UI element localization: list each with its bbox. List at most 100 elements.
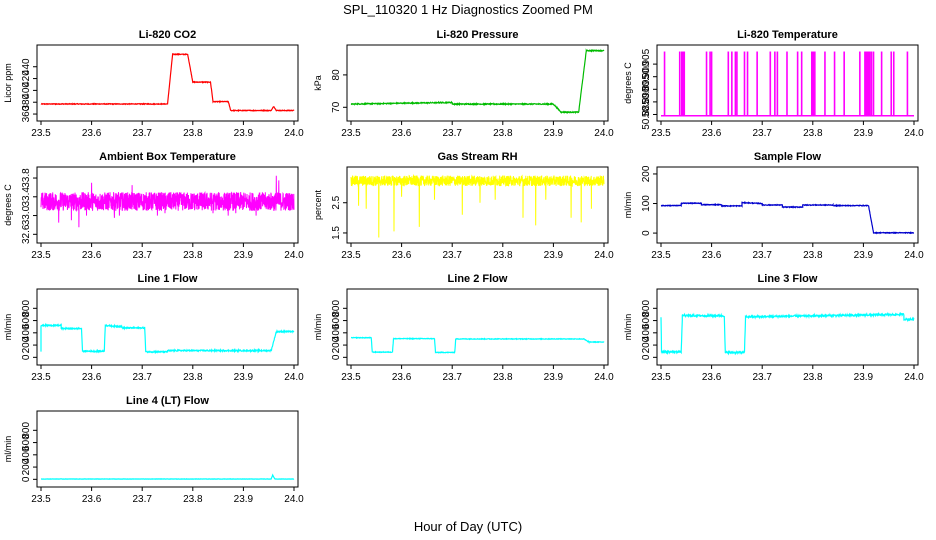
- panel-title: Li-820 CO2: [139, 29, 196, 41]
- y-axis-label: degrees C: [3, 184, 13, 226]
- y-tick-label: 1.5: [331, 226, 342, 240]
- panel-title: Gas Stream RH: [437, 151, 517, 163]
- y-tick-label: 0: [641, 230, 652, 236]
- x-tick-label: 23.9: [234, 250, 254, 261]
- x-tick-label: 23.8: [803, 128, 823, 139]
- x-tick-label: 23.5: [31, 250, 51, 261]
- x-tick-label: 23.5: [31, 372, 51, 383]
- temperature-spike: [705, 51, 708, 116]
- x-tick-label: 24.0: [904, 250, 924, 261]
- temperature-spike: [867, 51, 869, 116]
- data-line: [351, 336, 605, 354]
- x-tick-label: 23.7: [132, 128, 152, 139]
- temperature-spike: [769, 51, 772, 116]
- x-tick-label: 23.9: [544, 128, 564, 139]
- plot-frame: [656, 288, 919, 366]
- plot-frame: [36, 166, 299, 244]
- x-tick-label: 24.0: [594, 372, 614, 383]
- temperature-spike: [743, 51, 746, 116]
- y-axis-label: ml/min: [313, 314, 323, 341]
- temperature-spike: [865, 51, 867, 116]
- panels: Li-820 CO2 Licor ppm 23.5 23.6 23.7 23.8 23.9 2…: [3, 29, 924, 505]
- temperature-spike: [890, 51, 893, 116]
- x-tick-label: 23.6: [702, 128, 722, 139]
- x-tick-label: 23.6: [82, 372, 102, 383]
- data-series: [660, 200, 915, 235]
- temperature-spike: [736, 51, 738, 116]
- data-line: [41, 473, 295, 480]
- y-tick-label: 600: [331, 312, 342, 329]
- x-tick-label: 23.5: [341, 250, 361, 261]
- temperature-spike: [756, 51, 758, 116]
- y-tick-label: 360: [21, 105, 32, 122]
- data-line: [40, 322, 295, 354]
- temperature-spike: [734, 51, 737, 116]
- temperature-spike: [800, 51, 803, 116]
- temperature-spike: [833, 51, 836, 116]
- panel-title: Line 3 Flow: [758, 273, 818, 285]
- y-tick-label: 400: [331, 324, 342, 341]
- x-tick-label: 23.9: [854, 128, 874, 139]
- panel-10: Line 4 (LT) Flow ml/min 23.5 23.6 23.7 23.8 23…: [3, 395, 304, 505]
- panel-title: Line 2 Flow: [448, 273, 508, 285]
- data-line: [660, 311, 915, 356]
- temperature-spike: [866, 51, 868, 116]
- data-series: [40, 322, 295, 354]
- y-tick-label: 50.890: [641, 86, 652, 117]
- y-axis-label: ml/min: [623, 314, 633, 341]
- data-series: [350, 173, 605, 238]
- x-tick-label: 23.8: [493, 372, 513, 383]
- panel-9: Line 3 Flow ml/min 23.5 23.6 23.7 23.8 23.9 24.…: [623, 273, 924, 383]
- x-tick-label: 23.5: [31, 494, 51, 505]
- x-tick-label: 23.9: [544, 250, 564, 261]
- x-tick-label: 23.7: [132, 494, 152, 505]
- x-tick-label: 24.0: [594, 128, 614, 139]
- panel-title: Ambient Box Temperature: [99, 151, 236, 163]
- data-line: [40, 52, 295, 113]
- x-tick-label: 24.0: [284, 128, 304, 139]
- temperature-spike: [709, 51, 711, 116]
- temperature-spike: [680, 51, 683, 116]
- x-tick-label: 23.7: [132, 372, 152, 383]
- panel-3: Li-820 Temperature degrees C 23.5 23.6 23.7 2…: [623, 29, 924, 139]
- y-tick-label: 800: [641, 300, 652, 317]
- data-series: [661, 51, 914, 117]
- panel-title: Sample Flow: [754, 151, 822, 163]
- x-tick-label: 24.0: [904, 372, 924, 383]
- data-line: [350, 173, 605, 238]
- temperature-spike: [824, 51, 826, 116]
- y-tick-label: 80: [331, 69, 342, 81]
- plot-frame: [656, 166, 919, 244]
- temperature-spike: [746, 51, 749, 116]
- plot-frame: [36, 410, 299, 488]
- y-tick-label: 2.5: [331, 195, 342, 209]
- data-line: [40, 175, 295, 228]
- y-tick-label: 600: [641, 312, 652, 329]
- y-tick-label: 440: [21, 58, 32, 75]
- x-tick-label: 23.6: [392, 372, 412, 383]
- figure-xlabel: Hour of Day (UTC): [414, 519, 522, 534]
- plot-frame: [346, 166, 609, 244]
- panel-title: Line 1 Flow: [138, 273, 198, 285]
- y-tick-label: 200: [21, 336, 32, 353]
- temperature-spike: [812, 51, 815, 116]
- panel-title: Li-820 Temperature: [737, 29, 838, 41]
- data-series: [351, 336, 605, 354]
- x-tick-label: 23.7: [752, 372, 772, 383]
- temperature-spike: [859, 51, 861, 116]
- temperature-spike: [678, 51, 681, 116]
- y-tick-label: 380: [21, 93, 32, 110]
- x-tick-label: 23.6: [702, 250, 722, 261]
- temperature-spike: [776, 51, 779, 116]
- x-tick-label: 23.8: [183, 494, 203, 505]
- y-tick-label: 400: [21, 82, 32, 99]
- y-tick-label: 0: [641, 354, 652, 360]
- x-tick-label: 23.9: [544, 372, 564, 383]
- x-tick-label: 24.0: [284, 250, 304, 261]
- y-tick-label: 33.8: [21, 168, 32, 188]
- y-tick-label: 600: [21, 434, 32, 451]
- temperature-spike: [814, 51, 816, 116]
- temperature-spike: [864, 51, 866, 116]
- temperature-spike: [683, 51, 686, 116]
